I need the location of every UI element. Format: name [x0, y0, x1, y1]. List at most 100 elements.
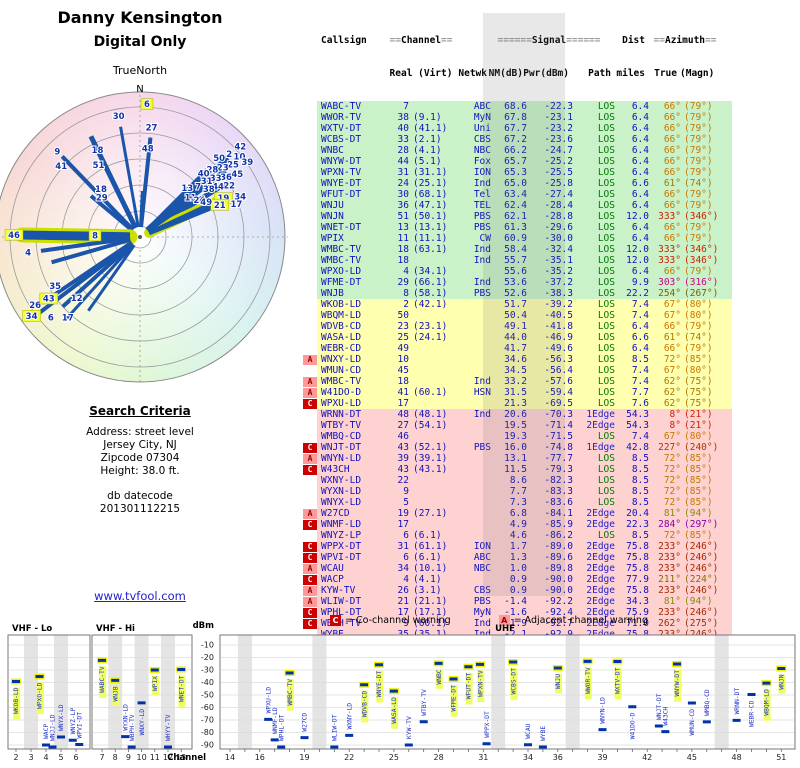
table-row: WXNY-LD 22 8.6 -82.3 LOS 8.5 72° (85°) — [303, 475, 732, 486]
callsign-cell: WPPX-DT — [321, 541, 362, 552]
azimuth-magnetic-cell: (85°) — [684, 475, 713, 486]
chart-callsign-label: WHYY-TV — [165, 714, 172, 741]
azimuth-magnetic-cell: (79°) — [684, 266, 713, 277]
signal-level-marker — [509, 660, 518, 664]
channel-label: 51 — [93, 161, 105, 171]
adjacent-channel-warning-badge: A — [303, 596, 317, 607]
power-cell: -56.4 — [544, 365, 573, 376]
adjacent-channel-warning-icon: A — [498, 615, 510, 626]
virtual-channel-cell — [409, 486, 461, 497]
azimuth-true-cell: 8° — [669, 409, 681, 420]
path-cell: LOS — [597, 123, 615, 134]
distance-cell: 6.4 — [631, 222, 649, 233]
row-band: WNBC 28 (4.1) NBC 66.2 -24.7 LOS 6.4 66° (79°) — [317, 145, 732, 156]
virtual-channel-cell — [409, 431, 461, 442]
real-channel-cell: 27 — [397, 420, 409, 431]
callsign-cell: WRNN-DT — [321, 409, 362, 420]
netwk-header: Netwk — [458, 68, 487, 79]
channel-axis-label: Channel — [167, 753, 206, 763]
row-band: WNJU 36 (47.1) TEL 62.4 -28.4 LOS 6.4 66° (79°) — [317, 200, 732, 211]
channel-label: 26 — [29, 301, 41, 311]
callsign-label-highlight — [555, 674, 562, 694]
row-band: WNYZ-LP 6 (6.1) 4.6 -86.2 LOS 8.5 72° (85°) — [317, 530, 732, 541]
real-channel-cell: 18 — [397, 255, 409, 266]
real-channel-cell: 31 — [397, 541, 409, 552]
power-cell: -89.0 — [544, 541, 573, 552]
co-channel-warning-badge: C — [303, 541, 317, 552]
azimuth-magnetic-cell: (74°) — [684, 332, 713, 343]
table-row: A KYW-TV 26 (3.1) CBS 0.9 -90.0 2Edge 75.8 233° (2… — [303, 585, 732, 596]
row-band: WPVI-DT 6 (6.1) ABC 1.3 -89.6 2Edge 75.8 233° (24… — [317, 552, 732, 563]
channel-label-highlight — [140, 98, 154, 110]
azimuth-magnetic-cell: (297°) — [684, 519, 719, 530]
distance-cell: 8.5 — [631, 453, 649, 464]
network-cell — [461, 310, 491, 321]
real-channel-cell: 29 — [397, 277, 409, 288]
distance-cell: 7.4 — [631, 310, 649, 321]
azimuth-magnetic-cell: (85°) — [684, 464, 713, 475]
nm-cell: 66.2 — [504, 145, 527, 156]
nm-cell: 58.4 — [504, 244, 527, 255]
nm-cell: 16.0 — [504, 442, 527, 453]
nm-cell: 1.7 — [509, 541, 527, 552]
distance-cell: 7.7 — [631, 387, 649, 398]
path-cell: LOS — [597, 255, 615, 266]
callsign-cell: WPIX — [321, 233, 344, 244]
real-channel-cell: 41 — [397, 387, 409, 398]
nm-cell: 19.3 — [504, 431, 527, 442]
signal-level-marker — [419, 720, 428, 724]
callsign-cell: WNJB — [321, 288, 344, 299]
chart-callsign-label: WPIX — [152, 676, 159, 691]
chart-callsign-label: WYBE — [540, 726, 547, 741]
distance-cell: 8.5 — [631, 497, 649, 508]
row-band: WPXO-LD 4 (34.1) 55.6 -35.2 LOS 6.4 66° (79°) — [317, 266, 732, 277]
path-cell: LOS — [597, 310, 615, 321]
row-band: WFUT-DT 30 (68.1) Tel 63.4 -27.4 LOS 6.4 66° (79°… — [317, 189, 732, 200]
power-cell: -29.6 — [544, 222, 573, 233]
channel-label: 44 — [212, 182, 224, 192]
azimuth-true-cell: 72° — [663, 354, 681, 365]
channel-label: 10 — [234, 152, 246, 162]
azimuth-true-cell: 61° — [663, 332, 681, 343]
table-row: A WNXY-LD 10 34.6 -56.3 LOS 8.5 72° (85°) — [303, 354, 732, 365]
row-band: WACP 4 (4.1) 0.9 -90.0 2Edge 77.9 211° (224°) — [317, 574, 732, 585]
real-channel-cell: 22 — [397, 475, 409, 486]
virtual-channel-cell: (9.1) — [413, 112, 442, 123]
datecode-label: db datecode — [107, 490, 173, 502]
channel-label: 46 — [8, 231, 20, 241]
path-cell: LOS — [597, 167, 615, 178]
virtual-channel-cell: (60.1) — [413, 618, 448, 629]
virtual-channel-cell: (31.1) — [413, 167, 448, 178]
marker-cell — [303, 498, 317, 508]
path-cell: LOS — [597, 134, 615, 145]
chart-callsign-label: WCBS-DT — [510, 668, 517, 695]
nm-cell: 4.9 — [509, 519, 527, 530]
azimuth-magnetic-cell: (79°) — [684, 222, 713, 233]
table-row: A W27CD 19 (27.1) 6.8 -84.1 2Edge 20.4 81° (94°) — [303, 508, 732, 519]
tvfool-link[interactable]: www.tvfool.com — [94, 589, 186, 603]
distance-cell: 77.9 — [626, 574, 649, 585]
signal-level-marker — [127, 745, 136, 749]
signal-spoke — [51, 237, 131, 265]
table-row: WKOB-LD 2 (42.1) 51.7 -39.2 LOS 7.4 67° (80°) — [303, 299, 732, 310]
real-channel-cell: 26 — [397, 585, 409, 596]
channel-stripe — [312, 635, 327, 749]
channel-label: 42 — [234, 143, 246, 153]
callsign-cell: WPXN-TV — [321, 167, 362, 178]
callsign-cell: WNYW-DT — [321, 156, 362, 167]
virtual-channel-cell: (24.1) — [413, 332, 448, 343]
callsign-label-highlight — [465, 672, 473, 705]
channel-label: 17 — [231, 200, 243, 210]
network-cell: Ind — [473, 277, 491, 288]
power-cell: -49.6 — [544, 343, 573, 354]
chart-callsign-label: WNJT-DT — [656, 693, 663, 720]
channel-label: 21 — [214, 201, 226, 211]
table-row: WNJB 8 (58.1) PBS 52.6 -38.3 LOS 22.2 254° (267°) — [303, 288, 732, 299]
channel-tick-label: 45 — [687, 753, 697, 762]
path-cell: LOS — [597, 321, 615, 332]
adjacent-channel-warning-badge: A — [303, 376, 317, 387]
virtual-channel-cell: (2.1) — [413, 134, 442, 145]
dbm-tick-label: -70 — [201, 716, 214, 725]
distance-cell: 75.8 — [626, 541, 649, 552]
